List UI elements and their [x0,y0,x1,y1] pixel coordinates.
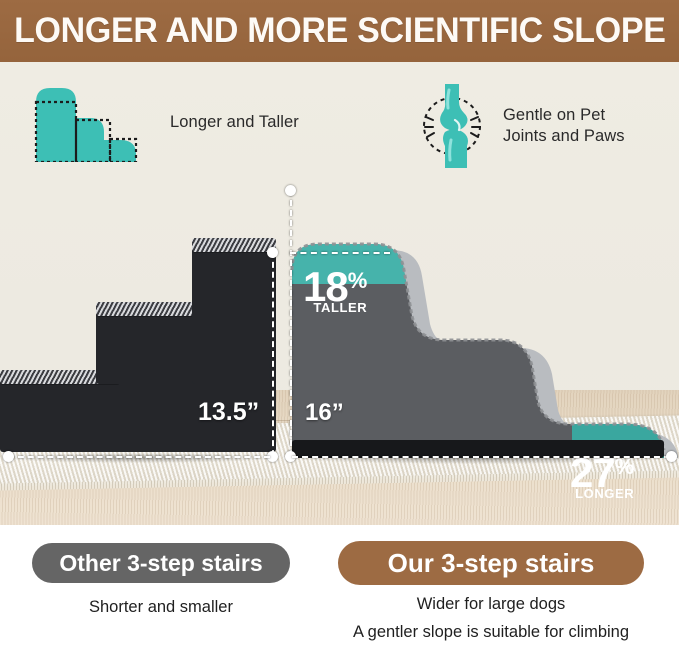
badge-27-percent-longer: 27% LONGER [570,452,635,502]
height-label-other: 13.5” [198,398,260,426]
measure-line-width-left [8,456,270,458]
badge-18-percent-taller: 18% TALLER [303,266,368,316]
measure-line-height-left [272,252,274,456]
caption-other-1: Shorter and smaller [89,598,233,616]
height-label-ours: 16” [305,399,344,426]
badge-taller-word: TALLER [313,300,368,315]
measure-line-width-right [292,456,670,458]
header-banner: LONGER AND MORE SCIENTIFIC SLOPE [0,0,679,62]
badge-longer-sign: % [614,454,635,479]
badge-longer-number: 27 [570,449,616,496]
badge-taller-number: 18 [303,263,349,310]
page-title: LONGER AND MORE SCIENTIFIC SLOPE [13,11,666,50]
product-scene: Longer and Taller [0,62,679,525]
measure-line-taller-offset [290,252,390,254]
measure-line-height-right [290,190,292,456]
measure-dot [285,185,296,196]
feature-label-longer-taller: Longer and Taller [170,113,299,132]
measure-dot [267,451,278,462]
measure-dot [285,451,296,462]
feature-gentle-joints: Gentle on Pet Joints and Paws [415,84,625,168]
measure-dot [666,451,677,462]
caption-ours-1: Wider for large dogs [416,595,566,613]
feature-label-gentle-joints: Gentle on Pet Joints and Paws [503,105,625,145]
badge-longer-word: LONGER [575,486,635,501]
measure-dot [3,451,14,462]
badge-taller-sign: % [347,268,368,293]
pet-joint-icon [415,84,489,168]
caption-ours-2: A gentler slope is suitable for climbing [352,623,630,641]
other-stairs-product [0,238,282,463]
stairs-icon [28,84,156,164]
badge-other-stairs: Other 3-step stairs [32,543,290,583]
comparison-section: Other 3-step stairs Our 3-step stairs Sh… [0,525,679,657]
our-stairs-product [288,184,679,464]
other-stairs-shadow [2,453,274,463]
measure-dot [267,247,278,258]
feature-longer-taller: Longer and Taller [28,84,299,164]
badge-our-stairs: Our 3-step stairs [338,541,644,585]
